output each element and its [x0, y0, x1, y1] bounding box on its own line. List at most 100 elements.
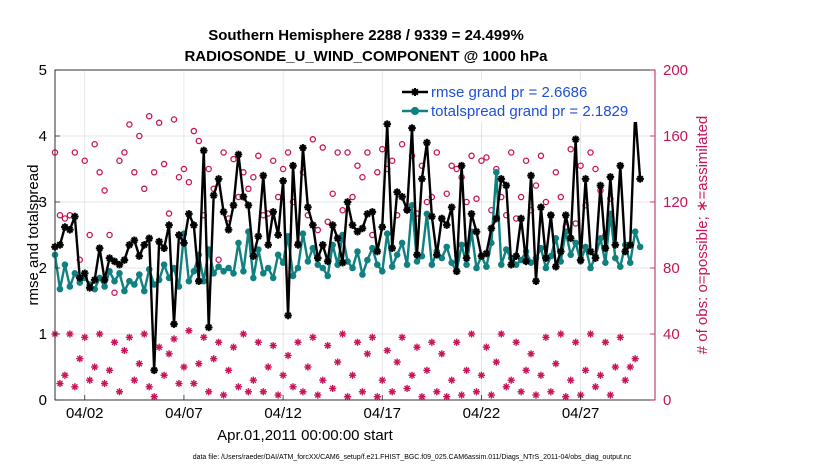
obs-assimilated-point [606, 391, 614, 399]
obs-assimilated-point [626, 363, 634, 371]
obs-possible-point [279, 165, 287, 173]
y-right-tick-label: 200 [663, 62, 688, 79]
x-tick-label: 04/22 [463, 405, 501, 422]
rmse-point [120, 256, 129, 264]
obs-assimilated-point [522, 366, 530, 374]
rmse-point [581, 175, 590, 183]
obs-assimilated-point [284, 351, 292, 360]
rmse-point [398, 192, 406, 201]
rmse-point [393, 188, 401, 196]
obs-assimilated-point [388, 388, 396, 396]
obs-possible-point [71, 149, 79, 156]
spread-point [225, 264, 232, 272]
rmse-point [269, 208, 277, 216]
spread-point [259, 269, 267, 277]
obs-assimilated-point [150, 393, 158, 401]
obs-assimilated-point [542, 333, 550, 341]
rmse-point [373, 247, 382, 256]
legend-label-rmse: rmse grand pr = 2.6686 [431, 84, 587, 101]
spread-point [364, 256, 371, 264]
legend-box [397, 80, 652, 122]
obs-assimilated-point [353, 338, 362, 346]
obs-possible-point [374, 169, 381, 176]
rmse-point [180, 239, 188, 247]
obs-assimilated-point [368, 333, 376, 341]
spread-point [626, 259, 634, 267]
rmse-point [591, 254, 600, 262]
obs-assimilated-point [487, 391, 495, 399]
obs-assimilated-point [175, 379, 183, 388]
spread-point [56, 285, 64, 293]
obs-assimilated-point [234, 383, 243, 391]
spread-point [349, 264, 356, 272]
rmse-point [309, 221, 317, 229]
y-axis-label: rmse and totalspread [25, 165, 42, 306]
spread-point [160, 261, 168, 269]
obs-assimilated-point [61, 371, 69, 379]
rmse-point [388, 244, 396, 252]
rmse-point [85, 284, 94, 292]
rmse-point [457, 161, 466, 170]
rmse-point [229, 201, 238, 210]
rmse-point [209, 191, 218, 200]
obs-assimilated-point [596, 371, 605, 379]
obs-possible-point [468, 152, 475, 160]
obs-assimilated-point [264, 363, 272, 371]
spread-point [250, 274, 257, 282]
obs-possible-point [478, 157, 485, 164]
obs-possible-point [433, 149, 441, 156]
obs-possible-point [587, 149, 594, 156]
rmse-point [249, 252, 258, 260]
spread-point [190, 268, 198, 275]
obs-assimilated-point [329, 384, 337, 393]
obs-assimilated-point [249, 376, 257, 384]
rmse-point [378, 223, 387, 231]
y-right-tick-label: 160 [663, 128, 688, 145]
spread-point [359, 271, 366, 278]
obs-possible-point [269, 157, 277, 164]
spread-point [135, 271, 143, 278]
rmse-point [512, 252, 520, 260]
y-tick-label: 4 [39, 128, 47, 145]
obs-possible-point [126, 121, 133, 128]
rmse-point [224, 225, 233, 234]
obs-assimilated-point [363, 350, 371, 358]
obs-possible-point [131, 169, 138, 176]
rmse-point [542, 254, 550, 262]
spread-point [304, 258, 312, 265]
y-tick-label: 0 [39, 392, 47, 409]
obs-assimilated-point [348, 371, 357, 379]
obs-assimilated-point [314, 391, 322, 399]
obs-assimilated-point [462, 366, 471, 374]
obs-possible-point [517, 193, 525, 201]
obs-possible-point [334, 149, 341, 156]
obs-possible-point [349, 193, 356, 201]
obs-assimilated-point [269, 341, 277, 350]
obs-possible-point [61, 215, 69, 222]
obs-assimilated-point [458, 391, 466, 399]
spread-point [274, 251, 282, 259]
obs-assimilated-point [586, 330, 595, 338]
obs-assimilated-point [512, 338, 520, 346]
rmse-point [80, 269, 89, 278]
rmse-point [472, 227, 481, 236]
obs-possible-point [145, 112, 153, 120]
obs-assimilated-point [76, 355, 84, 363]
rmse-point [100, 276, 109, 284]
rmse-point [586, 247, 595, 256]
spread-point [413, 258, 421, 265]
spread-point [111, 277, 118, 285]
rmse-point [437, 214, 446, 223]
obs-possible-point [309, 136, 317, 143]
obs-assimilated-point [294, 338, 302, 346]
obs-possible-point [185, 178, 193, 186]
spread-point [631, 228, 639, 235]
obs-assimilated-point [229, 343, 238, 351]
obs-assimilated-point [423, 366, 431, 374]
obs-assimilated-point [155, 343, 163, 351]
obs-assimilated-point [120, 346, 129, 355]
rmse-point [556, 247, 565, 256]
rmse-point [165, 221, 173, 229]
rmse-point [502, 181, 511, 190]
obs-possible-point [522, 157, 530, 164]
